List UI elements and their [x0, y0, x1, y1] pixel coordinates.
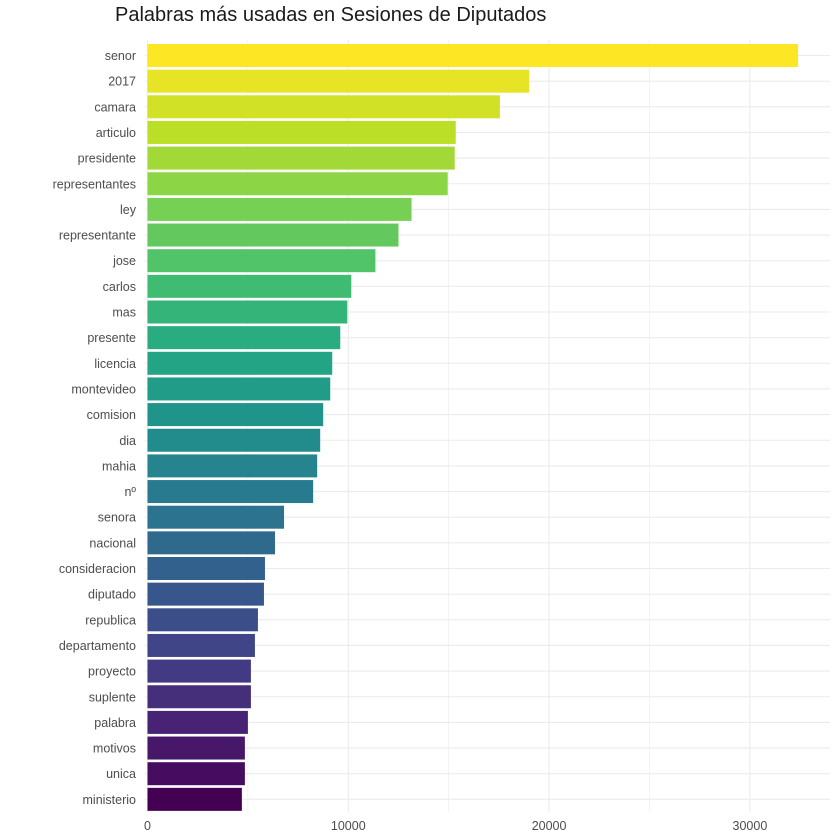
- bar-mahia: [147, 454, 318, 478]
- bar-motivos: [147, 736, 245, 760]
- bar-consideracion: [147, 557, 265, 580]
- bar-republica: [147, 608, 258, 632]
- y-tick-label: nº: [124, 485, 136, 499]
- y-tick-label: dia: [119, 434, 136, 448]
- bar-articulo: [147, 120, 456, 144]
- y-tick-label: senor: [105, 49, 136, 63]
- bar-2017: [147, 69, 530, 93]
- bar-proyecto: [147, 659, 251, 683]
- y-tick-label: licencia: [94, 357, 136, 371]
- y-tick-label: camara: [94, 100, 136, 114]
- y-tick-label: presente: [87, 331, 136, 345]
- chart-title: Palabras más usadas en Sesiones de Diput…: [115, 4, 547, 26]
- bar-departamento: [147, 633, 255, 657]
- y-tick-label: carlos: [103, 280, 136, 294]
- bar-presidente: [147, 146, 455, 170]
- bar-carlos: [147, 274, 352, 298]
- y-tick-label: ley: [120, 203, 137, 217]
- bar-ministerio: [147, 787, 242, 811]
- bar-representantes: [147, 172, 448, 196]
- y-tick-label: consideracion: [59, 562, 136, 576]
- bar-dia: [147, 428, 321, 452]
- y-tick-label: unica: [106, 767, 136, 781]
- bar-palabra: [147, 710, 248, 734]
- y-tick-label: articulo: [96, 126, 136, 140]
- bar-comision: [147, 403, 324, 427]
- y-tick-label: motivos: [93, 742, 136, 756]
- bar-nacional: [147, 531, 276, 555]
- y-tick-label: montevideo: [71, 382, 136, 396]
- y-tick-label: representante: [59, 229, 136, 243]
- bar-senora: [147, 505, 285, 529]
- y-tick-label: comision: [87, 408, 136, 422]
- y-tick-label: nacional: [89, 536, 136, 550]
- x-axis-labels: 0 10000 20000 30000: [144, 819, 767, 833]
- bar-camara: [147, 95, 500, 119]
- y-tick-label: palabra: [94, 716, 136, 730]
- y-tick-label: suplente: [89, 690, 136, 704]
- y-tick-label: departamento: [59, 639, 136, 653]
- x-tick-label: 10000: [331, 819, 366, 833]
- y-tick-label: senora: [98, 511, 136, 525]
- bar-senor: [147, 44, 799, 67]
- x-tick-label: 20000: [532, 819, 567, 833]
- y-tick-label: 2017: [108, 75, 136, 89]
- y-tick-label: mahia: [102, 459, 136, 473]
- y-tick-label: proyecto: [88, 665, 136, 679]
- x-tick-label: 0: [144, 819, 151, 833]
- bar-nº: [147, 480, 314, 504]
- x-tick-label: 30000: [733, 819, 768, 833]
- bar-presente: [147, 326, 341, 350]
- bar-ley: [147, 197, 412, 221]
- y-tick-label: presidente: [78, 152, 136, 166]
- y-tick-label: representantes: [53, 177, 136, 191]
- y-axis-labels: senor 2017 camara articulo presidente represe…: [53, 49, 137, 807]
- bar-montevideo: [147, 377, 331, 401]
- y-tick-label: ministerio: [83, 793, 137, 807]
- bar-diputado: [147, 582, 264, 606]
- bar-unica: [147, 762, 245, 786]
- y-tick-label: republica: [85, 613, 136, 627]
- bar-licencia: [147, 351, 333, 375]
- bar-jose: [147, 249, 376, 273]
- y-tick-label: diputado: [88, 588, 136, 602]
- bars: [147, 44, 799, 811]
- bar-mas: [147, 300, 348, 324]
- bar-suplente: [147, 685, 251, 709]
- bar-representante: [147, 223, 399, 247]
- y-tick-label: mas: [112, 306, 136, 320]
- y-tick-label: jose: [112, 254, 136, 268]
